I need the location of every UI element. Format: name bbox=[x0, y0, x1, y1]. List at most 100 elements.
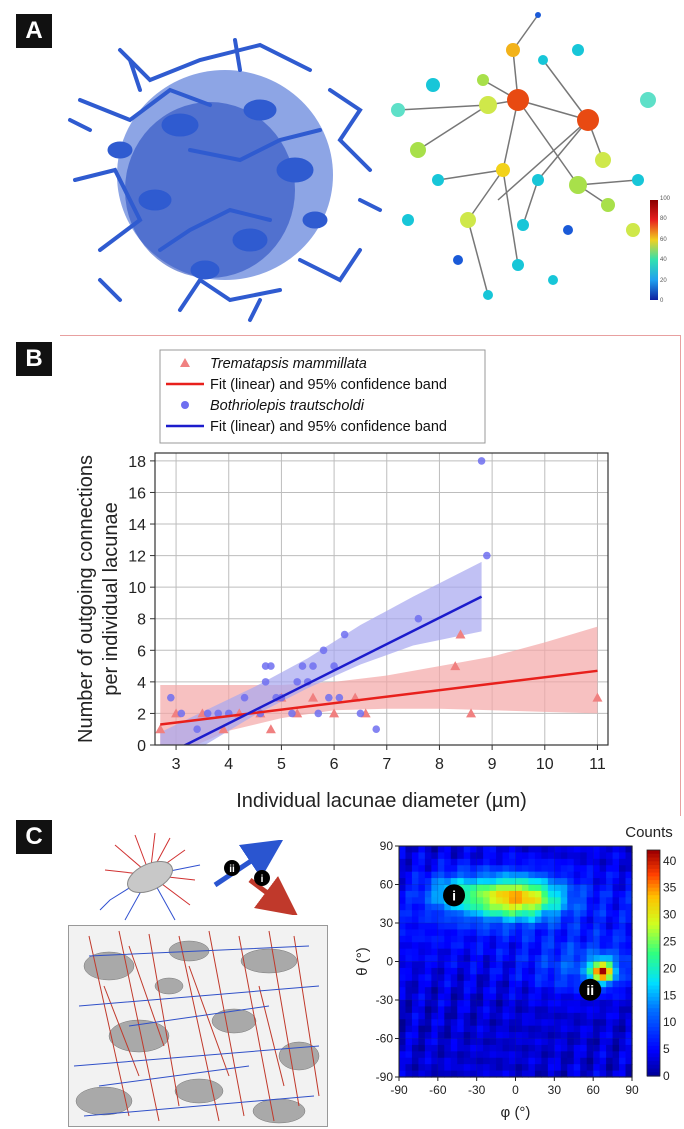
data-point-circle bbox=[372, 725, 381, 734]
heatmap-cell bbox=[580, 910, 588, 918]
heatmap-cell bbox=[502, 1044, 510, 1052]
heatmap-cell bbox=[554, 1057, 562, 1065]
heatmap-cell bbox=[405, 948, 413, 956]
heatmap-cell bbox=[606, 897, 614, 905]
heatmap-cell bbox=[586, 961, 594, 969]
heatmap-cell bbox=[541, 1070, 549, 1078]
heatmap-cell bbox=[463, 1044, 471, 1052]
heatmap-cell bbox=[502, 967, 510, 975]
heatmap-cell bbox=[580, 865, 588, 873]
heatmap-cell bbox=[521, 1019, 530, 1027]
heatmap-cell bbox=[483, 1057, 491, 1065]
heatmap-cell bbox=[457, 948, 465, 956]
heatmap-cell bbox=[509, 1057, 517, 1065]
heatmap-cell bbox=[444, 1032, 452, 1040]
heatmap-cell bbox=[489, 935, 497, 943]
heatmap-cell bbox=[411, 1070, 420, 1078]
heatmap-cell bbox=[476, 884, 484, 892]
heatmap-cell bbox=[399, 1070, 407, 1078]
heatmap-cell bbox=[457, 1012, 465, 1020]
heatmap-cell bbox=[424, 1038, 432, 1046]
heatmap-cell bbox=[586, 929, 594, 937]
heatmap-cell bbox=[606, 1006, 614, 1014]
heatmap-cell bbox=[580, 923, 588, 931]
heatmap-cell bbox=[567, 865, 575, 873]
heatmap-cell bbox=[515, 974, 523, 982]
data-point-triangle bbox=[455, 629, 466, 639]
heatmap-cell bbox=[457, 1000, 465, 1008]
heatmap-cell bbox=[515, 852, 523, 860]
y-tick-label: 10 bbox=[128, 580, 146, 597]
heatmap-cell bbox=[567, 974, 575, 982]
heatmap-cell bbox=[599, 1019, 607, 1027]
heatmap-cell bbox=[399, 1000, 407, 1008]
heatmap-cell bbox=[418, 1044, 426, 1052]
colorbar-segment bbox=[647, 944, 660, 949]
heatmap-cell bbox=[502, 942, 510, 950]
heatmap-cell bbox=[431, 1051, 439, 1059]
heatmap-cell bbox=[483, 993, 491, 1001]
heatmap-cell bbox=[502, 993, 510, 1001]
heatmap-cell bbox=[405, 878, 413, 886]
heatmap-cell bbox=[612, 993, 620, 1001]
heatmap-cell bbox=[560, 916, 568, 924]
heatmap-cell bbox=[521, 1038, 530, 1046]
heatmap-cell bbox=[534, 884, 542, 892]
heatmap-cell bbox=[399, 846, 407, 854]
heatmap-cell bbox=[496, 1012, 504, 1020]
heatmap-cell bbox=[450, 1057, 458, 1065]
heatmap-cell bbox=[515, 1070, 523, 1078]
heatmap-cell bbox=[534, 878, 542, 886]
heatmap-cell bbox=[463, 916, 471, 924]
y-tick-label: 4 bbox=[137, 675, 146, 692]
heatmap-cell bbox=[483, 923, 491, 931]
heatmap-cell bbox=[444, 846, 452, 854]
heatmap-cell bbox=[424, 1057, 432, 1065]
colorbar-segment bbox=[647, 880, 660, 885]
heatmap-cell bbox=[599, 1032, 607, 1040]
data-point-triangle bbox=[308, 692, 319, 702]
heatmap-cell bbox=[625, 916, 633, 924]
heatmap-cell bbox=[463, 987, 471, 995]
heatmap-cell bbox=[424, 1032, 432, 1040]
heatmap-cell bbox=[541, 929, 549, 937]
heatmap-cell bbox=[457, 903, 465, 911]
heatmap-cell bbox=[496, 884, 504, 892]
heatmap-cell bbox=[437, 1019, 445, 1027]
heatmap-cell bbox=[554, 987, 562, 995]
heatmap-cell bbox=[431, 993, 439, 1001]
heatmap-cell bbox=[496, 993, 504, 1001]
heatmap-cell bbox=[541, 1019, 549, 1027]
heatmap-cell bbox=[509, 923, 517, 931]
heatmap-cell bbox=[599, 897, 607, 905]
heatmap-cell bbox=[411, 846, 420, 854]
heatmap-cell bbox=[405, 897, 413, 905]
heatmap-cell bbox=[444, 1038, 452, 1046]
heatmap-cell bbox=[625, 1057, 633, 1065]
heatmap-cell bbox=[476, 929, 484, 937]
heatmap-cell bbox=[573, 1006, 581, 1014]
heatmap-cell bbox=[489, 890, 497, 898]
heatmap-cell bbox=[496, 967, 504, 975]
heatmap-cell bbox=[502, 948, 510, 956]
heatmap-cell bbox=[560, 1032, 568, 1040]
heatmap-cell bbox=[541, 1038, 549, 1046]
heatmap-cell bbox=[399, 1044, 407, 1052]
heatmap-cell bbox=[554, 1038, 562, 1046]
colorbar-tick: 60 bbox=[660, 236, 667, 243]
heatmap-cell bbox=[528, 1032, 536, 1040]
heatmap-cell bbox=[489, 974, 497, 982]
heatmap-cell bbox=[405, 1025, 413, 1033]
heatmap-cell bbox=[599, 858, 607, 866]
heatmap-cell bbox=[476, 871, 484, 879]
heatmap-cell bbox=[444, 935, 452, 943]
heatmap-cell bbox=[424, 865, 432, 873]
heatmap-cell bbox=[431, 897, 439, 905]
heatmap-cell bbox=[483, 903, 491, 911]
heatmap-cell bbox=[489, 884, 497, 892]
heatmap-cell bbox=[509, 871, 517, 879]
heatmap-cell bbox=[489, 967, 497, 975]
heatmap-cell bbox=[521, 890, 530, 898]
heatmap-cell bbox=[405, 1057, 413, 1065]
heatmap-cell bbox=[476, 852, 484, 860]
